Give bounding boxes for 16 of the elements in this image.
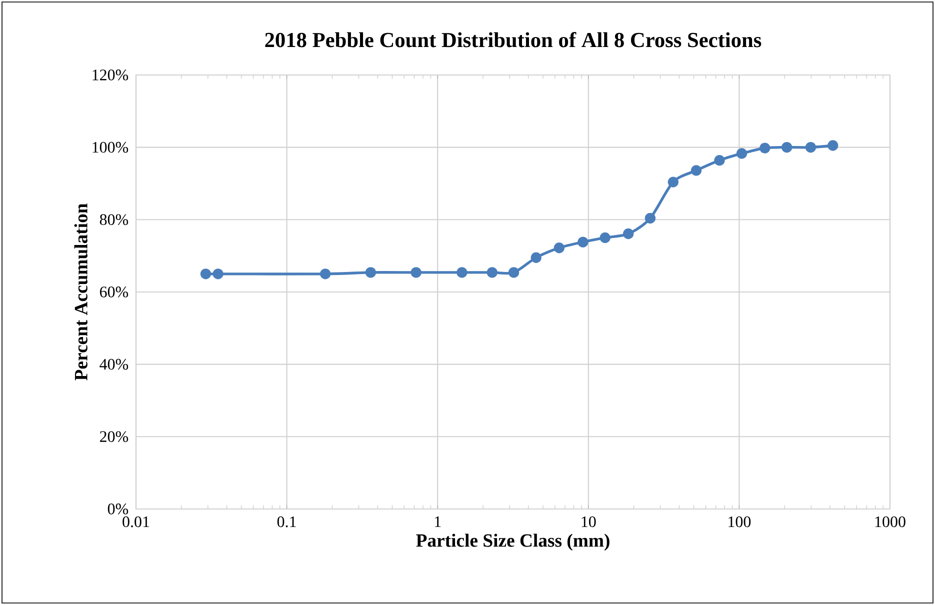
x-tick-label: 1000: [875, 516, 906, 528]
y-tick-label: 40%: [100, 358, 128, 370]
x-tick-label: 0.1: [277, 516, 296, 528]
y-axis-title: Percent Accumulation: [74, 204, 88, 380]
chart-title: 2018 Pebble Count Distribution of All 8 Cross Sections: [265, 32, 762, 48]
x-tick-label: 100: [728, 516, 751, 528]
y-tick-label: 100%: [92, 142, 128, 153]
y-tick-label: 120%: [92, 70, 128, 80]
x-axis-title: Particle Size Class (mm): [416, 534, 610, 551]
x-tick-label: 0.01: [122, 516, 150, 528]
x-tick-label: 1: [435, 516, 441, 527]
y-tick-label: 60%: [100, 286, 128, 298]
x-tick-label: 10: [582, 516, 596, 528]
y-tick-label: 80%: [100, 214, 128, 226]
y-tick-label: 20%: [100, 431, 128, 442]
y-tick-label: 0%: [108, 504, 128, 514]
